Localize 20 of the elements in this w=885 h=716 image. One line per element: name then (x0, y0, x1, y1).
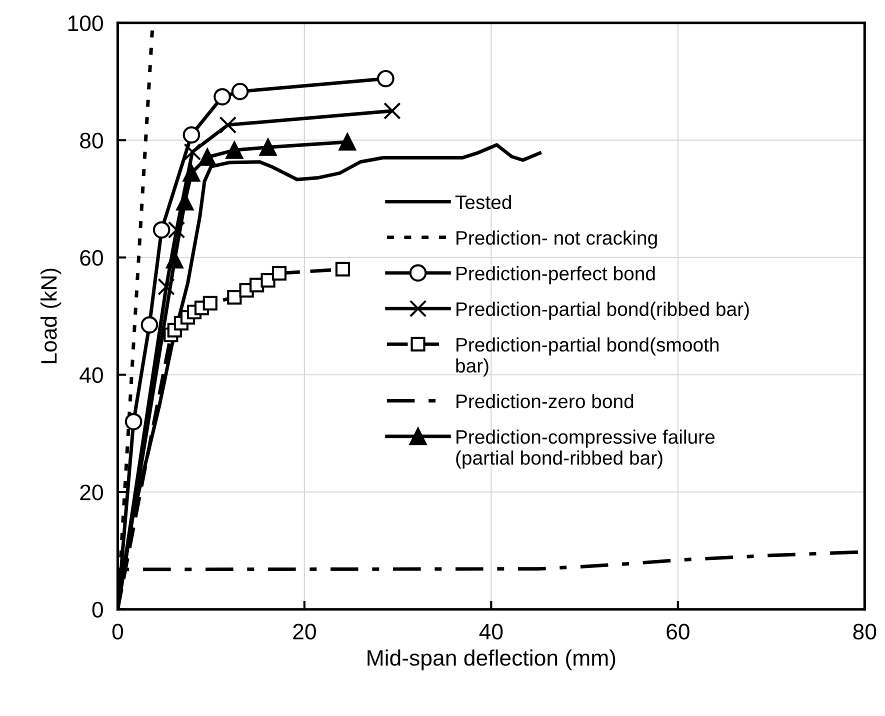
x-tick-label: 60 (666, 624, 690, 640)
legend-label: Tested (455, 194, 511, 210)
y-tick-label: 100 (68, 15, 103, 32)
x-tick-label: 80 (853, 624, 876, 640)
y-tick-label: 40 (80, 367, 103, 384)
y-tick-label: 80 (80, 132, 103, 148)
y-tick-label: 20 (80, 484, 103, 500)
legend-label: Prediction-partial bond(ribbed bar) (456, 302, 749, 320)
legend-label: Prediction-partial bond(smooth bar) (456, 337, 719, 376)
legend-label: Prediction- not cracking (456, 230, 657, 249)
y-tick-label: 60 (80, 250, 103, 266)
x-tick-label: 0 (112, 624, 124, 640)
y-tick-label: 0 (92, 602, 103, 618)
x-axis-title: Mid-span deflection (mm) (368, 649, 616, 670)
legend-label: Prediction-zero bond (456, 394, 634, 408)
x-tick-label: 40 (479, 624, 503, 640)
legend-label: Prediction-compressive failure (partial bond-ribbed bar) (456, 430, 715, 469)
y-axis-title: Load (kN) (40, 268, 62, 364)
x-tick-label: 20 (293, 624, 316, 640)
legend-label: Prediction-perfect bond (456, 266, 655, 284)
